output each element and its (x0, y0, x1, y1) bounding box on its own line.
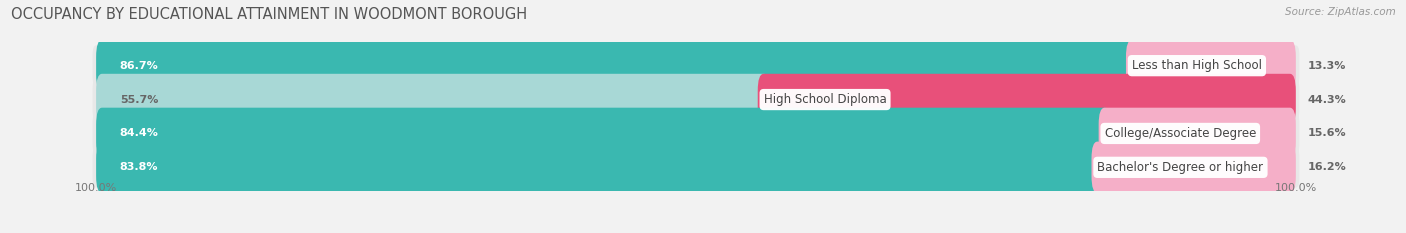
FancyBboxPatch shape (96, 142, 1104, 193)
Text: 100.0%: 100.0% (75, 183, 117, 193)
FancyBboxPatch shape (93, 113, 1299, 154)
Text: 15.6%: 15.6% (1308, 128, 1347, 138)
Text: High School Diploma: High School Diploma (763, 93, 886, 106)
Text: 100.0%: 100.0% (1275, 183, 1317, 193)
Text: 84.4%: 84.4% (120, 128, 159, 138)
Text: 55.7%: 55.7% (120, 95, 159, 105)
Text: 86.7%: 86.7% (120, 61, 159, 71)
Text: OCCUPANCY BY EDUCATIONAL ATTAINMENT IN WOODMONT BOROUGH: OCCUPANCY BY EDUCATIONAL ATTAINMENT IN W… (11, 7, 527, 22)
FancyBboxPatch shape (1098, 108, 1296, 159)
Text: 44.3%: 44.3% (1308, 95, 1347, 105)
Text: Less than High School: Less than High School (1132, 59, 1263, 72)
Text: 16.2%: 16.2% (1308, 162, 1347, 172)
FancyBboxPatch shape (96, 40, 1137, 91)
FancyBboxPatch shape (1126, 40, 1296, 91)
FancyBboxPatch shape (93, 147, 1299, 188)
Text: Bachelor's Degree or higher: Bachelor's Degree or higher (1098, 161, 1264, 174)
FancyBboxPatch shape (93, 45, 1299, 86)
FancyBboxPatch shape (758, 74, 1296, 125)
Text: College/Associate Degree: College/Associate Degree (1105, 127, 1256, 140)
Text: 83.8%: 83.8% (120, 162, 159, 172)
FancyBboxPatch shape (1091, 142, 1296, 193)
Text: Source: ZipAtlas.com: Source: ZipAtlas.com (1285, 7, 1396, 17)
FancyBboxPatch shape (93, 79, 1299, 120)
FancyBboxPatch shape (96, 74, 769, 125)
Text: 13.3%: 13.3% (1308, 61, 1346, 71)
FancyBboxPatch shape (96, 108, 1111, 159)
